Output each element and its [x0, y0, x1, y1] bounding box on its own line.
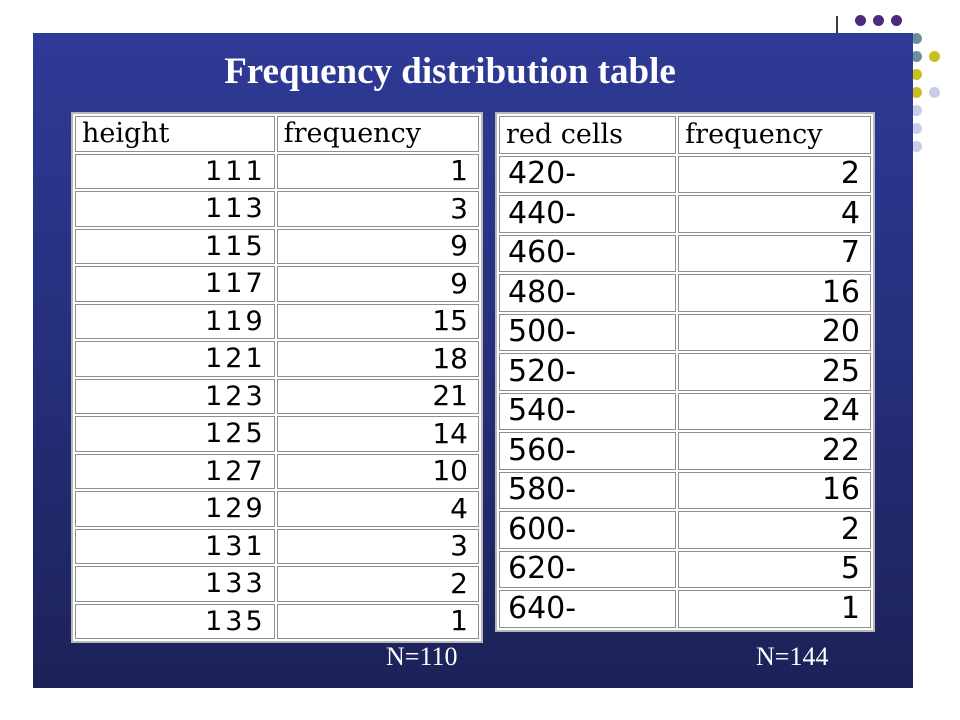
table-row: 133 2: [75, 566, 479, 602]
frequency-cell: 16: [678, 471, 871, 509]
decorative-dot: [911, 33, 922, 44]
value-cell: 133: [75, 566, 275, 602]
value-cell: 119: [75, 303, 275, 339]
table-row: 500- 20: [499, 313, 871, 351]
table-row: 440- 4: [499, 195, 871, 233]
frequency-cell: 24: [678, 392, 871, 430]
frequency-cell: 2: [678, 511, 871, 549]
value-cell: 600-: [499, 511, 677, 549]
height-total-label: N=110: [386, 642, 458, 671]
frequency-cell: 2: [276, 566, 479, 602]
table-row: 119 15: [75, 303, 479, 339]
frequency-cell: 9: [276, 266, 479, 302]
decorative-dot: [891, 15, 902, 26]
value-cell: 420-: [499, 155, 677, 193]
value-cell: 127: [75, 453, 275, 489]
decorative-dot: [929, 87, 940, 98]
value-cell: 640-: [499, 590, 677, 628]
frequency-cell: 14: [276, 416, 479, 452]
table-row: 131 3: [75, 528, 479, 564]
table-row: 127 10: [75, 453, 479, 489]
frequency-cell: 10: [276, 453, 479, 489]
table-row: 540- 24: [499, 392, 871, 430]
decorative-dot: [911, 69, 922, 80]
table-row: 135 1: [75, 603, 479, 639]
value-cell: 460-: [499, 234, 677, 272]
frequency-cell: 3: [276, 191, 479, 227]
red-cells-total-label: N=144: [756, 642, 829, 671]
value-cell: 520-: [499, 353, 677, 391]
frequency-cell: 18: [276, 341, 479, 377]
frequency-cell: 21: [276, 378, 479, 414]
frequency-cell: 20: [678, 313, 871, 351]
frequency-cell: 4: [678, 195, 871, 233]
value-cell: 117: [75, 266, 275, 302]
value-cell: 131: [75, 528, 275, 564]
column-header-frequency: frequency: [678, 116, 871, 154]
table-row: 520- 25: [499, 353, 871, 391]
value-cell: 115: [75, 228, 275, 264]
decorative-dot: [929, 51, 940, 62]
value-cell: 125: [75, 416, 275, 452]
table-header-row: height frequency: [75, 116, 479, 152]
frequency-cell: 22: [678, 432, 871, 470]
column-header-height: height: [75, 116, 275, 152]
table-row: 117 9: [75, 266, 479, 302]
value-cell: 121: [75, 341, 275, 377]
frequency-cell: 3: [276, 528, 479, 564]
decorative-line: [836, 16, 838, 36]
column-header-frequency: frequency: [276, 116, 479, 152]
value-cell: 123: [75, 378, 275, 414]
table-row: 640- 1: [499, 590, 871, 628]
value-cell: 135: [75, 603, 275, 639]
value-cell: 580-: [499, 471, 677, 509]
table-row: 115 9: [75, 228, 479, 264]
table-row: 129 4: [75, 491, 479, 527]
table-header-row: red cells frequency: [499, 116, 871, 154]
decorative-dot: [873, 15, 884, 26]
value-cell: 129: [75, 491, 275, 527]
value-cell: 620-: [499, 550, 677, 588]
frequency-cell: 1: [678, 590, 871, 628]
table-row: 125 14: [75, 416, 479, 452]
value-cell: 113: [75, 191, 275, 227]
decorative-dot: [911, 87, 922, 98]
table-row: 121 18: [75, 341, 479, 377]
frequency-cell: 9: [276, 228, 479, 264]
decorative-dot: [855, 15, 866, 26]
value-cell: 440-: [499, 195, 677, 233]
frequency-cell: 7: [678, 234, 871, 272]
frequency-cell: 5: [678, 550, 871, 588]
table-row: 460- 7: [499, 234, 871, 272]
value-cell: 540-: [499, 392, 677, 430]
value-cell: 500-: [499, 313, 677, 351]
red-cells-frequency-table: red cells frequency 420- 2 440- 4 460- 7 480- 1…: [495, 112, 875, 632]
table-row: 420- 2: [499, 155, 871, 193]
frequency-cell: 16: [678, 274, 871, 312]
frequency-cell: 4: [276, 491, 479, 527]
frequency-cell: 2: [678, 155, 871, 193]
frequency-cell: 1: [276, 603, 479, 639]
height-frequency-table: height frequency 111 1 113 3 115 9 117 9 119 15 12…: [71, 112, 483, 643]
decorative-dot: [911, 123, 922, 134]
table-row: 123 21: [75, 378, 479, 414]
slide-title: Frequency distribution table: [224, 51, 676, 92]
decorative-dot: [911, 141, 922, 152]
table-row: 111 1: [75, 153, 479, 189]
value-cell: 480-: [499, 274, 677, 312]
column-header-red-cells: red cells: [499, 116, 677, 154]
table-row: 620- 5: [499, 550, 871, 588]
decorative-dot: [911, 105, 922, 116]
table-row: 600- 2: [499, 511, 871, 549]
value-cell: 111: [75, 153, 275, 189]
value-cell: 560-: [499, 432, 677, 470]
frequency-cell: 25: [678, 353, 871, 391]
table-row: 480- 16: [499, 274, 871, 312]
table-row: 113 3: [75, 191, 479, 227]
decorative-dot: [911, 51, 922, 62]
table-row: 560- 22: [499, 432, 871, 470]
frequency-cell: 1: [276, 153, 479, 189]
frequency-cell: 15: [276, 303, 479, 339]
table-row: 580- 16: [499, 471, 871, 509]
